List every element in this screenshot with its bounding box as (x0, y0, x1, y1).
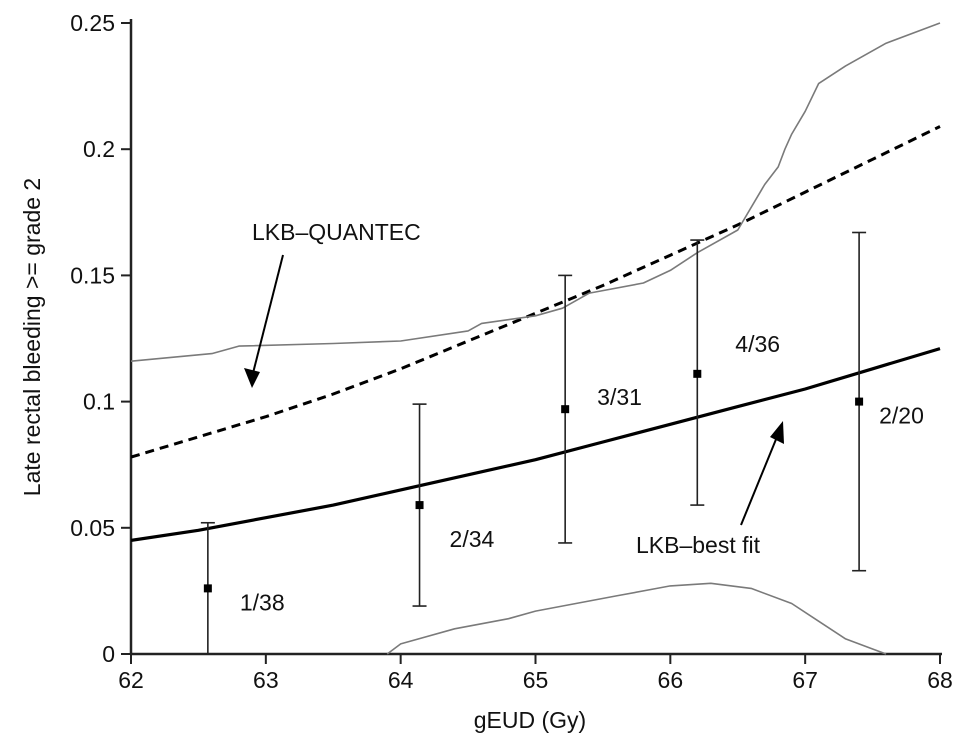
y-tick-label: 0.2 (83, 136, 115, 162)
curves (131, 22, 941, 655)
lkb-quantec-label: LKB–QUANTEC (252, 219, 421, 245)
lkb-quantec-arrow (251, 254, 284, 378)
point-label: 1/38 (240, 589, 285, 615)
lkb-quantec-arrowhead (244, 368, 260, 388)
lower-confidence-band (386, 582, 887, 655)
y-tick-label: 0.15 (70, 262, 115, 288)
lkb-best-fit-arrowhead (770, 421, 784, 444)
upper-confidence-band (131, 22, 941, 362)
y-tick-label: 0.1 (83, 389, 115, 415)
y-tick-label: 0.05 (70, 515, 115, 541)
lkb-best-fit-label: LKB–best fit (636, 532, 761, 558)
annotations: LKB–QUANTEC LKB–best fit (244, 219, 784, 558)
x-tick-label: 65 (523, 667, 549, 693)
y-tick-label: 0 (102, 641, 115, 667)
x-axis-label: gEUD (Gy) (474, 707, 586, 733)
data-point: 2/20 (852, 231, 924, 572)
y-axis-label: Late rectal bleeding >= grade 2 (19, 178, 45, 496)
point-marker (855, 397, 864, 406)
point-marker (561, 405, 570, 414)
point-label: 2/20 (879, 403, 924, 429)
data-points: 1/38 2/34 3/31 4/36 2/20 (200, 231, 924, 655)
lkb-best-fit-arrow (740, 431, 780, 526)
point-label: 3/31 (597, 384, 642, 410)
data-point: 2/34 (412, 403, 495, 607)
x-tick-label: 66 (658, 667, 684, 693)
point-label: 2/34 (450, 526, 495, 552)
data-point: 1/38 (200, 521, 285, 655)
axes: 62 63 64 65 66 67 68 0 0.05 0.1 0.15 0.2 0.25 (70, 10, 953, 693)
data-point: 4/36 (690, 239, 780, 506)
x-tick-label: 68 (927, 667, 953, 693)
x-tick-label: 64 (388, 667, 414, 693)
point-marker (693, 369, 702, 378)
data-point: 3/31 (558, 274, 642, 544)
x-tick-label: 63 (253, 667, 279, 693)
point-marker (415, 501, 424, 510)
point-marker (203, 584, 212, 593)
x-tick-label: 67 (792, 667, 818, 693)
point-label: 4/36 (735, 331, 780, 357)
y-tick-label: 0.25 (70, 10, 115, 36)
lkb-quantec-curve (131, 125, 941, 459)
x-tick-label: 62 (118, 667, 144, 693)
lkb-best-fit-curve (131, 347, 941, 542)
